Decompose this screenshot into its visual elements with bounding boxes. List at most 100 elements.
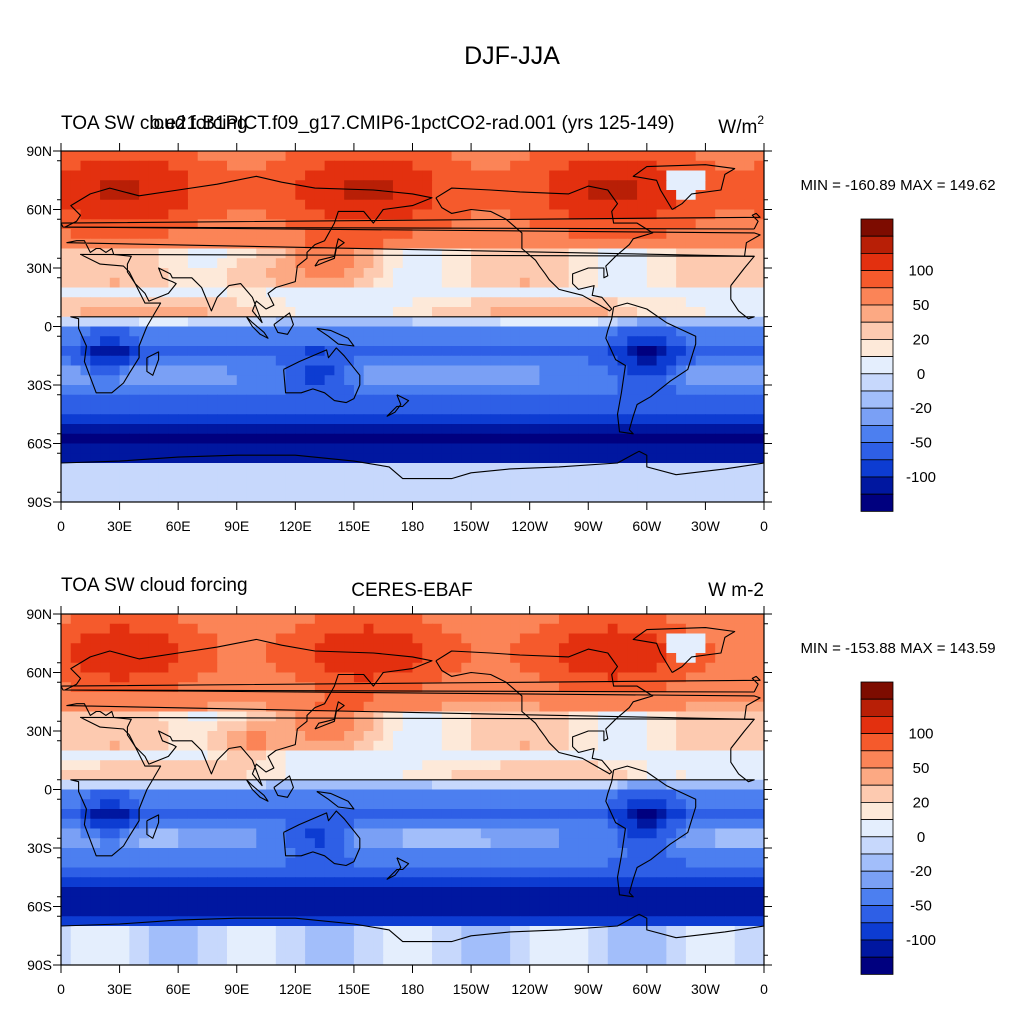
field-cell [226, 906, 238, 917]
field-cell [80, 375, 91, 386]
field-cell [646, 443, 658, 454]
field-cell [588, 229, 599, 240]
field-cell [549, 750, 560, 761]
field-cell [363, 887, 375, 898]
field-cell [412, 248, 423, 259]
field-cell [100, 896, 111, 908]
field-cell [529, 180, 541, 191]
field-cell [432, 779, 443, 791]
field-cell [500, 151, 511, 162]
field-cell [480, 623, 492, 635]
field-cell [598, 701, 609, 713]
field-cell [100, 818, 111, 830]
field-cell [402, 867, 414, 878]
field-cell [695, 692, 707, 703]
field-cell [646, 682, 658, 693]
field-cell [344, 887, 355, 898]
field-cell [90, 326, 101, 337]
field-cell [168, 867, 179, 878]
colorbar-label: -20 [910, 400, 932, 417]
field-cell [441, 316, 453, 328]
field-cell [705, 848, 716, 859]
field-cell [607, 229, 619, 240]
field-cell [139, 896, 150, 908]
field-cell [334, 199, 345, 211]
field-cell [578, 297, 589, 308]
field-cell [588, 614, 599, 625]
field-cell [412, 867, 423, 878]
field-cell [392, 682, 404, 693]
field-cell [275, 443, 287, 454]
field-cell [568, 346, 580, 357]
field-cell [246, 721, 257, 732]
field-cell [344, 170, 355, 181]
field-cell [695, 190, 707, 201]
field-cell [754, 180, 764, 191]
field-cell [451, 838, 462, 849]
field-cell [324, 818, 335, 830]
field-cell [666, 277, 677, 289]
field-cell [324, 662, 335, 674]
field-cell [217, 867, 228, 878]
field-cell [285, 770, 296, 781]
field-cell [461, 170, 472, 181]
field-cell [441, 682, 453, 693]
field-cell [314, 692, 326, 703]
field-cell [148, 297, 160, 308]
field-cell [588, 692, 599, 703]
field-cell [471, 463, 482, 474]
field-cell [100, 219, 111, 230]
field-cell [226, 653, 238, 664]
field-cell [666, 482, 677, 493]
coastline [70, 253, 755, 394]
field-cell [744, 297, 755, 308]
field-cell [266, 857, 277, 869]
field-cell [226, 248, 238, 259]
field-cell [226, 346, 238, 357]
field-cell [568, 740, 580, 752]
field-cell [178, 385, 189, 396]
field-cell [519, 336, 531, 347]
field-cell [285, 711, 296, 722]
field-cell [226, 307, 238, 318]
field-cell [226, 482, 238, 493]
field-cell [226, 365, 238, 376]
field-cell [549, 453, 560, 464]
field-cell [392, 653, 404, 664]
field-cell [100, 277, 111, 289]
field-cell [158, 818, 169, 830]
field-cell [353, 472, 365, 484]
field-cell [598, 151, 609, 162]
field-cell [256, 906, 267, 917]
field-cell [461, 692, 472, 703]
field-cell [471, 838, 482, 849]
field-cell [392, 721, 404, 732]
field-cell [363, 151, 375, 162]
field-cell [226, 916, 238, 927]
field-cell [510, 760, 521, 771]
field-cell [578, 662, 589, 674]
field-cell [109, 170, 121, 181]
field-cell [119, 721, 130, 732]
field-cell [588, 433, 599, 445]
field-cell [744, 653, 755, 664]
field-cell [344, 443, 355, 454]
field-cell [637, 385, 648, 396]
field-cell [363, 701, 375, 713]
field-cell [715, 750, 726, 761]
field-cell [500, 258, 511, 269]
field-cell [422, 492, 433, 502]
field-cell [744, 453, 755, 464]
field-cell [715, 190, 726, 201]
field-cell [363, 916, 375, 927]
field-cell [676, 326, 687, 337]
field-cell [685, 199, 697, 211]
field-cell [402, 916, 414, 927]
field-cell [402, 238, 414, 250]
field-cell [539, 365, 550, 376]
field-cell [246, 818, 257, 830]
field-cell [363, 643, 375, 654]
field-cell [80, 750, 91, 761]
field-cell [148, 809, 160, 820]
field-cell [627, 672, 638, 683]
